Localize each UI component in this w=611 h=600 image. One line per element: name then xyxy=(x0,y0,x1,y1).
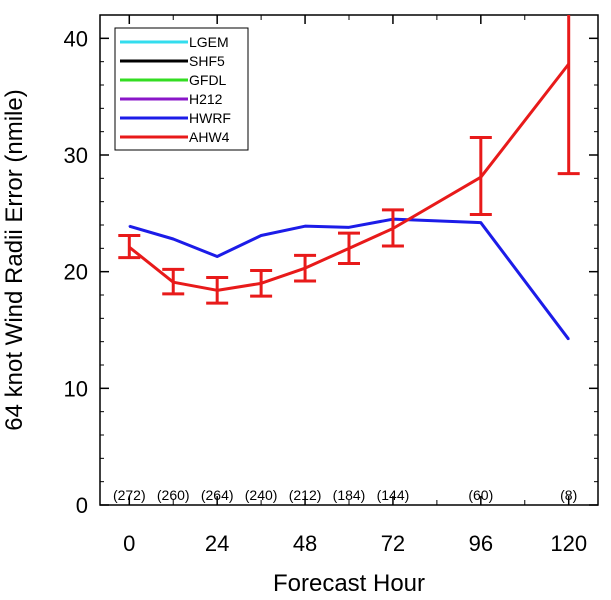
y-axis-title: 64 knot Wind Radii Error (nmile) xyxy=(1,89,28,430)
sample-count-label: (240) xyxy=(245,487,278,503)
x-tick-label: 120 xyxy=(550,531,587,556)
y-tick-label: 40 xyxy=(64,26,88,51)
x-tick-label: 0 xyxy=(123,531,135,556)
y-tick-label: 30 xyxy=(64,143,88,168)
x-axis-title: Forecast Hour xyxy=(273,570,425,597)
x-tick-label: 96 xyxy=(469,531,493,556)
y-axis: 0 10 20 30 40 xyxy=(64,14,598,518)
legend-label-ahw4: AHW4 xyxy=(189,129,230,145)
y-tick-label: 0 xyxy=(76,493,88,518)
legend: LGEM SHF5 GFDL H212 HWRF AHW4 xyxy=(114,27,249,151)
legend-label-shf5: SHF5 xyxy=(189,53,225,69)
sample-count-label: (272) xyxy=(113,487,146,503)
sample-count-label: (8) xyxy=(560,487,577,503)
y-tick-label: 20 xyxy=(64,260,88,285)
sample-count-label: (144) xyxy=(377,487,410,503)
data-point-hwrf xyxy=(304,225,306,227)
legend-label-hwrf: HWRF xyxy=(189,110,231,126)
x-tick-label: 48 xyxy=(293,531,317,556)
sample-count-label: (184) xyxy=(333,487,366,503)
series-layer xyxy=(118,15,580,341)
legend-label-lgem: LGEM xyxy=(189,34,229,50)
x-tick-label: 24 xyxy=(205,531,229,556)
sample-count-label: (60) xyxy=(468,487,493,503)
data-point-hwrf xyxy=(567,338,570,341)
data-point-hwrf xyxy=(480,221,482,224)
data-point-hwrf xyxy=(216,255,218,258)
sample-count-label: (212) xyxy=(289,487,322,503)
sample-count-label: (264) xyxy=(201,487,234,503)
data-point-hwrf xyxy=(348,226,350,229)
data-point-hwrf xyxy=(128,225,131,227)
legend-label-h212: H212 xyxy=(189,91,223,107)
x-tick-label: 72 xyxy=(381,531,405,556)
data-point-hwrf xyxy=(172,238,175,240)
legend-label-gfdl: GFDL xyxy=(189,72,227,88)
legend-box xyxy=(114,27,249,151)
sample-count-label: (260) xyxy=(157,487,190,503)
x-axis: 0 24 48 72 96 120 xyxy=(123,15,587,556)
data-point-hwrf xyxy=(260,234,262,237)
sample-counts: (272) (260) (264) (240) (212) (184) (144) (60) (… xyxy=(113,487,577,503)
y-tick-label: 10 xyxy=(64,376,88,401)
